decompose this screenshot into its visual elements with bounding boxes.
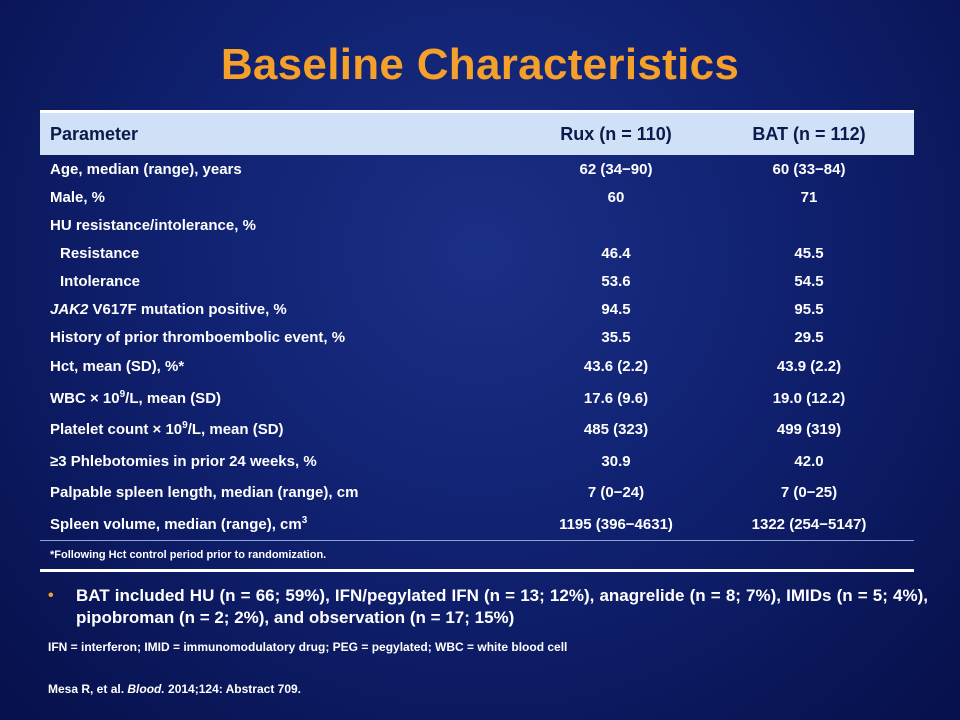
row-rux-value: 62 (34−90) xyxy=(579,160,653,178)
row-rux-value: 46.4 xyxy=(601,244,631,262)
table-row: Intolerance 53.6 54.5 xyxy=(40,267,914,295)
exponent: 3 xyxy=(301,514,308,526)
row-parameter: Palpable spleen length, median (range), … xyxy=(50,484,359,502)
row-bat-value: 499 (319) xyxy=(776,421,842,439)
row-parameter-text: Platelet count × 10 xyxy=(50,421,183,439)
row-parameter: HU resistance/intolerance, % xyxy=(50,216,256,234)
row-bat-value: 19.0 (12.2) xyxy=(772,389,846,407)
slide-title: Baseline Characteristics xyxy=(220,40,740,89)
table-row: JAK2 V617F mutation positive, % 94.5 95.… xyxy=(40,295,914,323)
row-parameter: JAK2 V617F mutation positive, % xyxy=(40,301,528,318)
citation-authors: Mesa R, et al. xyxy=(48,682,128,696)
row-parameter-text: /L, mean (SD) xyxy=(125,389,222,407)
row-rux-value: 35.5 xyxy=(601,328,631,346)
row-parameter-text: V617F mutation positive, % xyxy=(88,300,287,318)
gene-name: JAK2 xyxy=(50,300,89,318)
row-rux-value: 43.6 (2.2) xyxy=(583,358,649,376)
table-row: Spleen volume, median (range), cm3 1195 … xyxy=(40,509,914,541)
row-bat-value: 29.5 xyxy=(794,328,824,346)
bat-bullet: • BAT included HU (n = 66; 59%), IFN/peg… xyxy=(48,585,928,629)
row-parameter: WBC × 109/L, mean (SD) xyxy=(40,388,528,407)
row-bat-value: 1322 (254−5147) xyxy=(751,515,867,533)
table-row: Palpable spleen length, median (range), … xyxy=(40,477,914,509)
bullet-text: BAT included HU (n = 66; 59%), IFN/pegyl… xyxy=(76,586,928,627)
row-bat-value: 45.5 xyxy=(794,244,824,262)
row-parameter: Hct, mean (SD), %* xyxy=(50,358,185,376)
row-parameter-text: Spleen volume, median (range), cm xyxy=(50,515,302,533)
row-bat-value: 54.5 xyxy=(794,272,824,290)
table-row: WBC × 109/L, mean (SD) 17.6 (9.6) 19.0 (… xyxy=(40,383,914,415)
row-parameter: Platelet count × 109/L, mean (SD) xyxy=(40,420,528,439)
exponent: 9 xyxy=(182,420,188,432)
abbreviations: IFN = interferon; IMID = immunomodulator… xyxy=(48,640,568,654)
table-row: History of prior thromboembolic event, %… xyxy=(40,323,914,351)
table-footnote: *Following Hct control period prior to r… xyxy=(40,540,914,569)
header-parameter: Parameter xyxy=(50,123,139,144)
row-rux-value: 1195 (396−4631) xyxy=(559,515,673,533)
table-bottom-rule xyxy=(40,569,914,572)
row-parameter: Intolerance xyxy=(60,272,141,290)
row-parameter: ≥3 Phlebotomies in prior 24 weeks, % xyxy=(50,452,317,470)
table-row: Platelet count × 109/L, mean (SD) 485 (3… xyxy=(40,414,914,446)
bullet-marker: • xyxy=(48,587,54,604)
row-rux-value: 30.9 xyxy=(601,452,631,470)
citation-journal: Blood. xyxy=(127,682,165,696)
row-rux-value: 60 xyxy=(607,188,625,206)
row-parameter: History of prior thromboembolic event, % xyxy=(50,328,346,346)
table-row: HU resistance/intolerance, % xyxy=(40,211,914,239)
table-row: ≥3 Phlebotomies in prior 24 weeks, % 30.… xyxy=(40,446,914,478)
row-parameter-text: WBC × 10 xyxy=(50,389,120,407)
row-bat-value: 42.0 xyxy=(794,452,824,470)
row-bat-value: 7 (0−25) xyxy=(780,484,838,502)
row-rux-value: 53.6 xyxy=(601,272,631,290)
row-rux-value: 94.5 xyxy=(601,300,631,318)
table-row: Male, % 60 71 xyxy=(40,183,914,211)
exponent: 9 xyxy=(119,388,126,400)
header-rux: Rux (n = 110) xyxy=(560,123,672,144)
citation-details: 2014;124: Abstract 709. xyxy=(164,682,302,696)
table-row: Hct, mean (SD), %* 43.6 (2.2) 43.9 (2.2) xyxy=(40,351,914,383)
row-bat-value: 43.9 (2.2) xyxy=(776,358,842,376)
row-bat-value: 71 xyxy=(800,188,818,206)
table-row: Age, median (range), years 62 (34−90) 60… xyxy=(40,155,914,183)
row-parameter: Male, % xyxy=(50,188,106,206)
row-bat-value: 60 (33−84) xyxy=(772,160,846,178)
row-rux-value: 17.6 (9.6) xyxy=(583,389,649,407)
citation: Mesa R, et al. Blood. 2014;124: Abstract… xyxy=(48,682,301,696)
table-header-row: Parameter Rux (n = 110) BAT (n = 112) xyxy=(40,110,914,155)
baseline-table: Parameter Rux (n = 110) BAT (n = 112) Ag… xyxy=(40,110,914,572)
header-bat: BAT (n = 112) xyxy=(752,123,866,144)
row-parameter: Resistance xyxy=(60,244,140,262)
row-parameter: Age, median (range), years xyxy=(50,160,242,178)
row-bat-value: 95.5 xyxy=(794,300,824,318)
row-parameter-text: /L, mean (SD) xyxy=(187,421,284,439)
row-parameter: Spleen volume, median (range), cm3 xyxy=(40,514,528,533)
row-rux-value: 7 (0−24) xyxy=(587,484,645,502)
row-rux-value: 485 (323) xyxy=(583,421,649,439)
table-row: Resistance 46.4 45.5 xyxy=(40,239,914,267)
